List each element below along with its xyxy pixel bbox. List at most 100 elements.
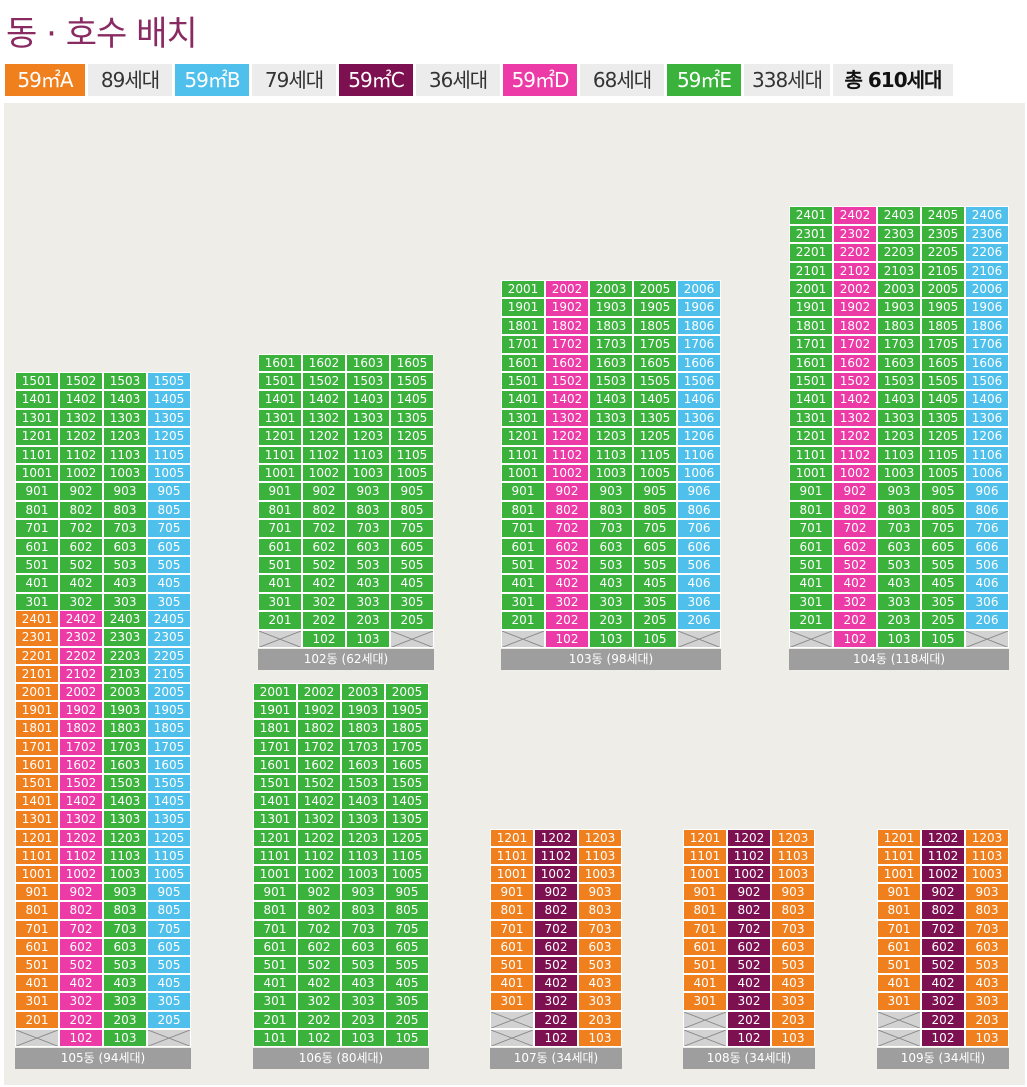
unit-cell: 802 (727, 901, 771, 920)
unit-cell: 1103 (103, 445, 147, 464)
unit-cell: 703 (965, 919, 1009, 938)
unit-cell: 1401 (501, 390, 545, 409)
unit-cell: 303 (877, 592, 921, 612)
unit-cell: 2105 (147, 664, 191, 683)
unit-cell: 206 (965, 611, 1009, 630)
unit-cell: 503 (589, 556, 633, 575)
unit-cell: 1202 (833, 427, 877, 446)
unit-cell: 803 (771, 901, 815, 920)
unit-cell: 1102 (297, 846, 341, 865)
unit-cell: 1302 (302, 408, 346, 428)
unit-cell: 305 (921, 592, 965, 612)
unit-cell: 105 (633, 629, 677, 648)
unit-cell: 1201 (490, 828, 534, 847)
unit-cell: 703 (341, 919, 385, 938)
unit-cell: 402 (59, 574, 103, 593)
unit-cell: 1305 (385, 810, 429, 829)
unit-cell: 801 (253, 901, 297, 920)
unit-cell: 306 (677, 592, 721, 612)
unit-cell: 1403 (103, 792, 147, 811)
unit-cell: 1301 (15, 408, 59, 428)
unit-cell: 1406 (965, 390, 1009, 409)
unit-cell: 1305 (921, 408, 965, 428)
empty-unit-slot (789, 629, 833, 648)
unit-cell: 701 (683, 919, 727, 938)
unit-cell: 402 (545, 574, 589, 593)
unit-cell: 2003 (589, 280, 633, 299)
unit-cell: 102 (921, 1028, 965, 1047)
legend-count-a: 89세대 (88, 64, 172, 96)
unit-cell: 1001 (877, 865, 921, 884)
unit-cell: 403 (578, 974, 622, 993)
unit-cell: 1502 (302, 372, 346, 391)
unit-cell: 703 (578, 919, 622, 938)
unit-cell: 1301 (253, 810, 297, 829)
unit-cell: 903 (103, 482, 147, 501)
unit-cell: 403 (589, 574, 633, 593)
unit-cell: 2002 (833, 280, 877, 299)
unit-cell: 501 (877, 956, 921, 975)
unit-cell: 1002 (534, 865, 578, 884)
unit-cell: 1402 (59, 792, 103, 811)
unit-cell: 1603 (103, 755, 147, 774)
unit-cell: 603 (103, 937, 147, 956)
unit-cell: 1102 (727, 846, 771, 865)
legend-count-b: 79세대 (252, 64, 336, 96)
unit-cell: 2102 (59, 664, 103, 683)
unit-cell: 1305 (633, 408, 677, 428)
unit-cell: 802 (545, 500, 589, 520)
unit-cell: 306 (965, 592, 1009, 612)
unit-cell: 802 (59, 500, 103, 520)
unit-cell: 1905 (921, 298, 965, 317)
unit-cell: 1403 (103, 390, 147, 409)
unit-cell: 701 (490, 919, 534, 938)
unit-cell: 302 (302, 592, 346, 612)
unit-cell: 1803 (341, 719, 385, 738)
unit-cell: 103 (965, 1028, 1009, 1047)
unit-cell: 903 (341, 883, 385, 902)
unit-cell: 503 (965, 956, 1009, 975)
unit-cell: 705 (390, 519, 434, 538)
unit-cell: 2205 (921, 243, 965, 262)
unit-cell: 1302 (545, 408, 589, 428)
unit-cell: 401 (501, 574, 545, 593)
unit-cell: 206 (677, 611, 721, 630)
unit-cell: 501 (789, 556, 833, 575)
unit-cell: 803 (578, 901, 622, 920)
unit-cell: 1303 (589, 408, 633, 428)
unit-cell: 406 (677, 574, 721, 593)
unit-cell: 601 (258, 537, 302, 556)
unit-cell: 1901 (15, 701, 59, 720)
unit-cell: 1203 (589, 427, 633, 446)
unit-cell: 1806 (965, 316, 1009, 336)
unit-cell: 1703 (103, 737, 147, 756)
unit-cell: 901 (877, 883, 921, 902)
unit-cell: 1901 (789, 298, 833, 317)
unit-cell: 1401 (258, 390, 302, 409)
unit-cell: 1501 (789, 372, 833, 391)
unit-cell: 901 (253, 883, 297, 902)
unit-cell: 2003 (877, 280, 921, 299)
unit-cell: 1705 (385, 737, 429, 756)
unit-cell: 303 (103, 592, 147, 612)
unit-cell: 201 (501, 611, 545, 630)
unit-cell: 1103 (589, 445, 633, 464)
unit-cell: 302 (727, 992, 771, 1011)
unit-cell: 1301 (258, 408, 302, 428)
unit-cell: 901 (789, 482, 833, 501)
unit-cell: 2206 (965, 243, 1009, 262)
unit-cell: 701 (789, 519, 833, 538)
unit-cell: 1305 (147, 810, 191, 829)
unit-cell: 506 (677, 556, 721, 575)
unit-cell: 1102 (833, 445, 877, 464)
unit-cell: 1805 (921, 316, 965, 336)
unit-cell: 803 (965, 901, 1009, 920)
unit-cell: 305 (390, 592, 434, 612)
unit-cell: 503 (771, 956, 815, 975)
unit-cell: 1302 (59, 408, 103, 428)
unit-cell: 803 (589, 500, 633, 520)
unit-cell: 1005 (385, 865, 429, 884)
unit-cell: 906 (965, 482, 1009, 501)
unit-cell: 1701 (15, 737, 59, 756)
unit-cell: 1201 (877, 828, 921, 847)
